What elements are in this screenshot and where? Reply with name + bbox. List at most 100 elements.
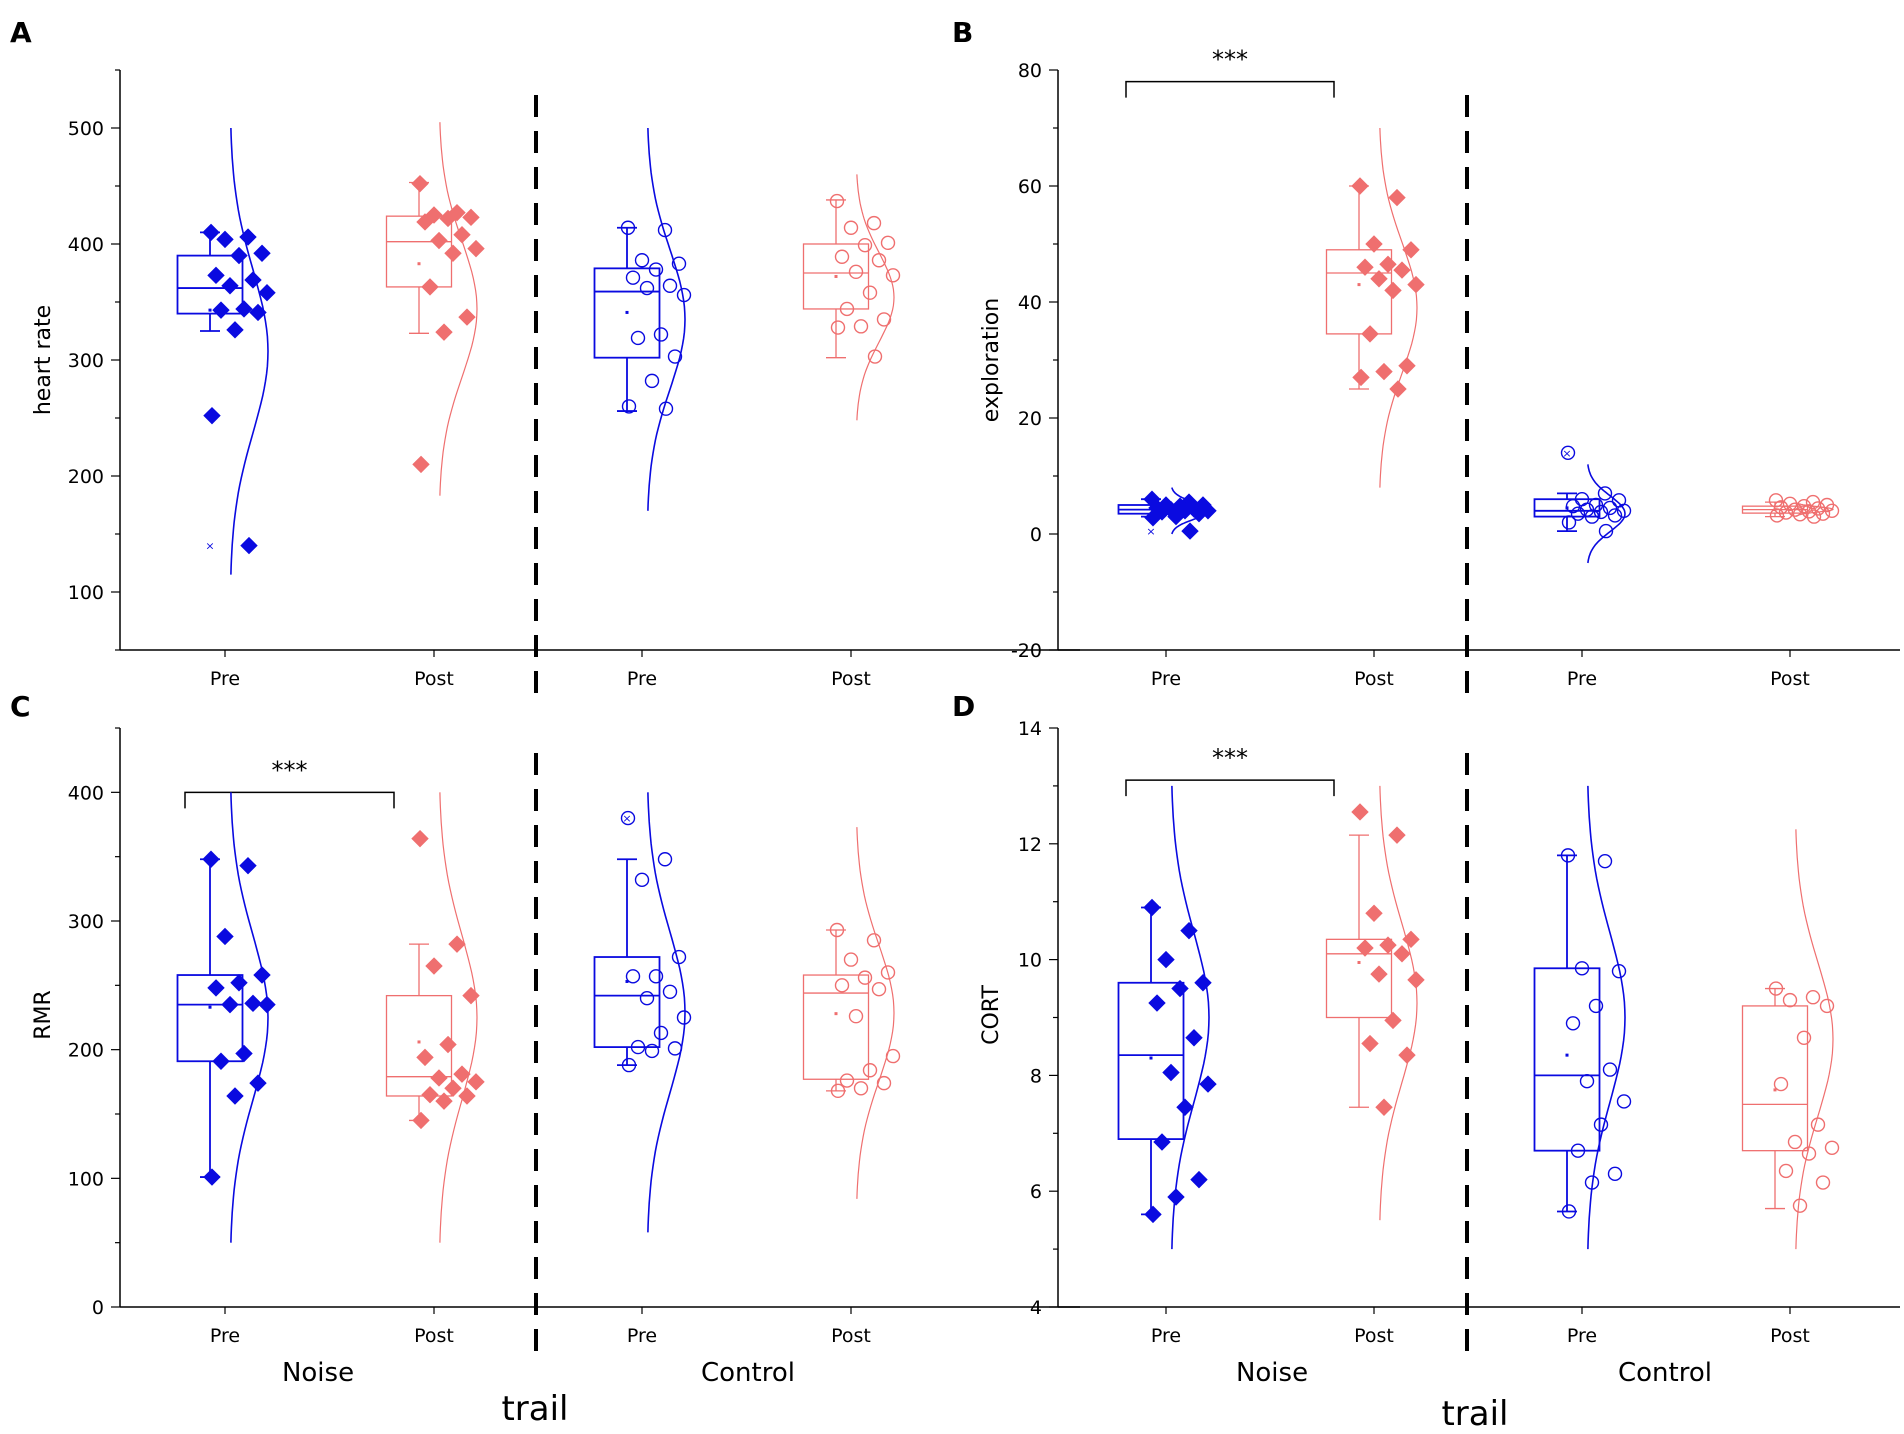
data-point-diamond: [1181, 522, 1199, 540]
data-point-circle: [866, 933, 882, 948]
y-tick-label: 10: [1018, 950, 1042, 972]
data-point-circle: [644, 1043, 660, 1059]
y-tick-label: 100: [68, 1168, 104, 1190]
data-point-circle: [1773, 500, 1789, 515]
data-point-circle: [1560, 848, 1576, 863]
data-point-diamond: [207, 266, 225, 285]
data-point-circle: [620, 810, 636, 826]
data-point-circle: [1792, 1198, 1808, 1213]
data-point-circle: [1801, 504, 1817, 519]
significance-bracket: [1125, 80, 1335, 98]
data-point-diamond: [1402, 241, 1420, 259]
y-tick-label: 20: [1018, 408, 1042, 430]
data-point-circle: [853, 1081, 869, 1096]
data-point-circle: [1560, 445, 1576, 460]
distribution-curve: [1379, 785, 1418, 1221]
data-point-circle: [829, 193, 845, 209]
outlier-marker: ×: [622, 812, 631, 825]
x-tick-label: Pre: [1567, 668, 1597, 690]
data-point-diamond: [240, 536, 258, 555]
box: [1533, 967, 1601, 1152]
data-point-diamond: [1370, 965, 1388, 983]
distribution-curve: [230, 127, 269, 575]
data-point-circle: [1607, 508, 1623, 523]
group-label-control: Control: [701, 1358, 795, 1388]
group-label-control: Control: [1618, 1358, 1712, 1388]
x-tick-label: Post: [831, 1325, 871, 1347]
data-point-circle: [1561, 1204, 1577, 1219]
data-point-circle: [1616, 1094, 1632, 1109]
panel-C: C RMR Noise Control trail 0 100 200 300 400 P…: [10, 690, 1080, 1429]
data-point-circle: [657, 222, 673, 238]
data-point-diamond: [430, 231, 448, 250]
data-point-diamond: [462, 986, 480, 1005]
data-point-circle: [667, 1041, 683, 1056]
data-point-diamond: [1384, 281, 1402, 300]
data-point-diamond: [258, 995, 276, 1014]
data-point-circle: [830, 1083, 846, 1099]
data-point-circle: [1602, 500, 1618, 516]
y-tick-label: 14: [1018, 718, 1042, 740]
data-point-diamond: [1402, 930, 1420, 949]
data-point-diamond: [439, 209, 457, 228]
x-tick-label: Pre: [1567, 1325, 1597, 1347]
data-point-diamond: [258, 284, 276, 302]
data-point-circle: [880, 965, 896, 980]
x-axis-title: trail: [1441, 1394, 1508, 1429]
box: [802, 243, 870, 310]
data-point-circle: [630, 1039, 646, 1055]
mean-marker: [1149, 1056, 1153, 1060]
mean-marker: [208, 1005, 212, 1009]
distribution-curve: [647, 127, 686, 511]
data-point-diamond: [467, 1073, 485, 1091]
data-point-diamond: [1393, 261, 1411, 279]
data-point-diamond: [230, 246, 248, 265]
data-point-circle: [885, 268, 901, 283]
distribution-curve: [439, 792, 478, 1243]
data-point-circle: [848, 264, 864, 280]
data-point-circle: [834, 978, 850, 993]
box: [593, 956, 661, 1048]
data-point-diamond: [239, 856, 257, 875]
panel-B: B exploration -20 0 20 40 60 80 Pre Post Pre Post…: [952, 16, 1900, 705]
data-point-circle: [848, 1009, 864, 1024]
x-tick-label: Pre: [627, 668, 657, 690]
mean-marker: [417, 262, 421, 266]
data-point-diamond: [412, 1111, 430, 1130]
data-point-diamond: [462, 208, 480, 227]
data-point-diamond: [1352, 368, 1370, 387]
data-point-diamond: [207, 979, 225, 997]
data-point-circle: [1796, 498, 1812, 514]
data-point-diamond: [1194, 974, 1212, 992]
data-point-diamond: [411, 829, 429, 848]
data-point-circle: [1561, 515, 1577, 530]
data-point-circle: [634, 872, 650, 888]
box: [1117, 981, 1185, 1140]
data-point-diamond: [1388, 188, 1406, 207]
y-tick-label: 300: [68, 350, 104, 372]
distribution-curve: [1587, 785, 1626, 1250]
data-point-circle: [639, 991, 655, 1006]
data-point-diamond: [1361, 1034, 1379, 1053]
y-axis-label: RMR: [31, 990, 56, 1040]
data-point-diamond: [230, 974, 248, 992]
y-tick-label: 80: [1018, 60, 1042, 82]
significance-label: ***: [1212, 744, 1248, 772]
mean-marker: [417, 1040, 421, 1044]
data-point-circle: [1597, 853, 1613, 869]
data-point-diamond: [1144, 1205, 1162, 1224]
y-axis-label: exploration: [979, 298, 1004, 422]
data-point-circle: [862, 1063, 878, 1078]
distribution-curve: [1379, 127, 1418, 488]
y-tick-label: 12: [1018, 834, 1042, 856]
data-point-diamond: [1190, 1170, 1208, 1189]
data-point-diamond: [244, 994, 262, 1013]
data-point-diamond: [1407, 275, 1425, 294]
distribution-curve: [1171, 785, 1210, 1250]
data-point-circle: [653, 327, 669, 342]
data-point-circle: [857, 970, 873, 985]
data-point-circle: [1769, 508, 1785, 523]
data-point-circle: [839, 1073, 855, 1088]
data-point-diamond: [1379, 255, 1397, 274]
